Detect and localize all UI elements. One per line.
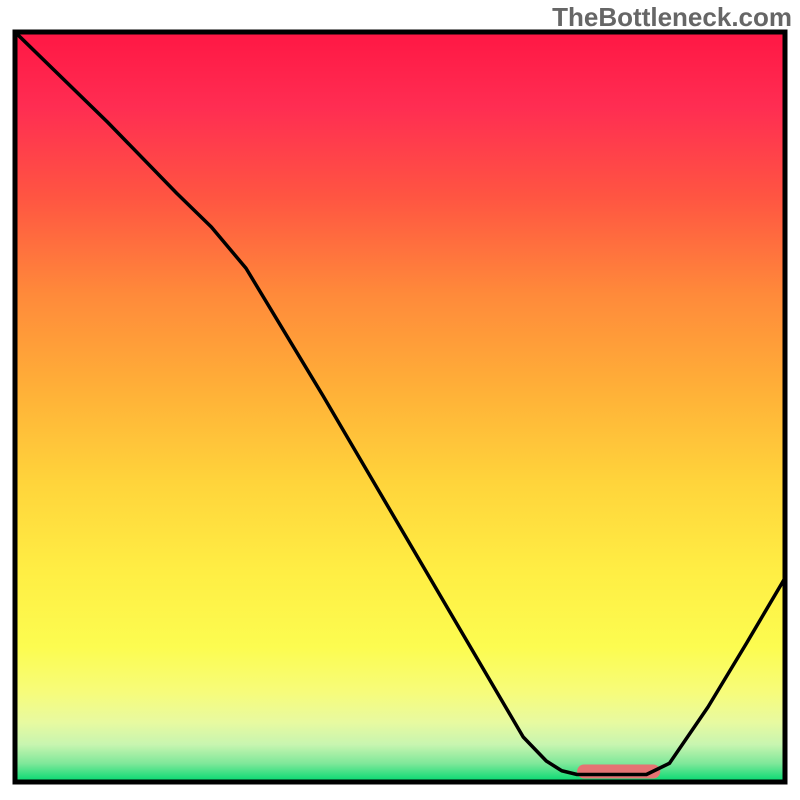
watermark-text: TheBottleneck.com [552,2,792,33]
chart-svg [0,0,800,800]
plot-area [15,32,785,782]
bottleneck-chart: TheBottleneck.com [0,0,800,800]
optimal-marker [577,765,660,779]
